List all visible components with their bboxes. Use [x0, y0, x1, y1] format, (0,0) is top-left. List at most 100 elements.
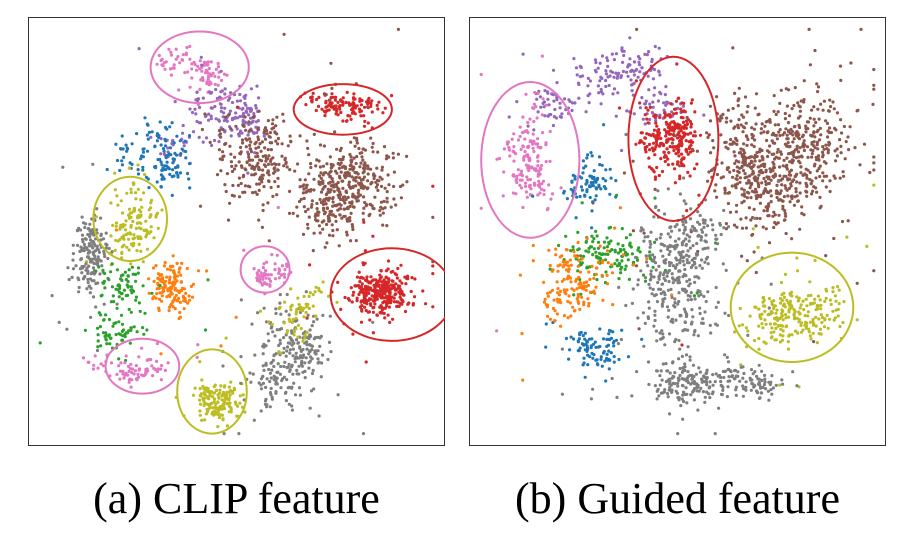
scatter-point	[654, 121, 658, 125]
scatter-point	[676, 136, 680, 140]
scatter-point	[431, 184, 435, 188]
scatter-point	[74, 264, 78, 268]
highlight-ellipse-red	[292, 83, 393, 136]
scatter-point	[279, 312, 283, 316]
scatter-point	[650, 167, 654, 171]
scatter-point	[684, 220, 688, 224]
scatter-point	[157, 53, 161, 58]
scatter-point	[708, 119, 713, 123]
scatter-point	[188, 57, 192, 61]
scatter-point	[610, 52, 614, 56]
scatter-point	[735, 165, 739, 169]
scatter-point	[726, 201, 730, 206]
scatter-point	[216, 425, 220, 429]
scatter-point	[95, 228, 99, 232]
scatter-point	[809, 337, 813, 341]
scatter-point	[798, 146, 802, 150]
scatter-point	[843, 157, 847, 161]
scatter-point	[538, 95, 542, 99]
scatter-point	[745, 259, 749, 263]
scatter-point	[763, 304, 767, 308]
scatter-point	[196, 343, 200, 347]
scatter-point	[349, 140, 353, 144]
scatter-point	[805, 145, 810, 149]
scatter-point	[507, 146, 511, 150]
scatter-point	[391, 269, 395, 274]
scatter-point	[688, 120, 692, 124]
scatter-point	[644, 254, 648, 258]
scatter-point	[302, 315, 306, 319]
scatter-point	[535, 116, 539, 120]
scatter-point	[239, 381, 243, 385]
scatter-point	[807, 27, 811, 31]
scatter-point	[698, 306, 702, 310]
scatter-point	[328, 155, 332, 159]
scatter-point	[299, 361, 304, 365]
scatter-point	[666, 157, 670, 161]
scatter-point	[374, 185, 378, 189]
scatter-point	[584, 110, 588, 114]
scatter-point	[177, 267, 181, 271]
scatter-point	[815, 82, 819, 86]
scatter-point	[298, 393, 302, 397]
scatter-point	[278, 338, 282, 342]
scatter-point	[582, 356, 586, 360]
scatter-point	[585, 180, 589, 184]
scatter-point	[673, 107, 677, 111]
scatter-point	[321, 181, 325, 185]
scatter-point	[380, 308, 384, 312]
scatter-point	[358, 193, 363, 197]
scatter-point	[598, 163, 602, 167]
scatter-point	[380, 165, 384, 169]
scatter-point	[678, 134, 682, 138]
scatter-point	[679, 143, 684, 147]
scatter-point	[373, 195, 377, 199]
scatter-point	[178, 61, 182, 65]
scatter-point	[654, 145, 658, 149]
scatter-point	[828, 179, 832, 183]
scatter-point	[319, 176, 323, 180]
scatter-point	[615, 258, 619, 262]
scatter-point	[388, 320, 392, 324]
scatter-point	[339, 98, 343, 102]
scatter-point	[586, 76, 590, 80]
scatter-point	[200, 76, 205, 80]
scatter-point	[572, 337, 576, 341]
scatter-point	[681, 223, 685, 227]
scatter-point	[680, 101, 684, 105]
scatter-point	[288, 369, 292, 373]
scatter-point	[196, 97, 201, 101]
scatter-point	[802, 79, 806, 83]
scatter-point	[743, 194, 747, 198]
scatter-point	[318, 344, 322, 348]
scatter-point	[228, 201, 232, 205]
scatter-point	[528, 140, 532, 144]
scatter-point	[78, 228, 83, 232]
scatter-point	[185, 171, 190, 176]
scatter-point	[763, 187, 767, 191]
scatter-point	[304, 356, 308, 360]
scatter-point	[367, 100, 371, 104]
scatter-point	[200, 63, 204, 67]
scatter-point	[141, 191, 146, 195]
scatter-point	[818, 138, 822, 142]
scatter-point	[148, 214, 153, 218]
scatter-point	[644, 106, 648, 110]
scatter-point	[286, 386, 290, 390]
scatter-point	[249, 106, 253, 110]
scatter-point	[613, 226, 617, 230]
scatter-point	[341, 102, 345, 106]
scatter-point	[272, 374, 276, 378]
scatter-point	[604, 84, 608, 89]
scatter-point	[816, 107, 820, 111]
scatter-point	[779, 315, 784, 319]
scatter-point	[284, 399, 288, 403]
scatter-point	[167, 278, 172, 282]
scatter-point	[213, 104, 217, 109]
scatter-point	[263, 281, 267, 285]
scatter-point	[515, 174, 519, 178]
scatter-point	[631, 82, 635, 86]
scatter-point	[396, 266, 400, 271]
scatter-point	[373, 288, 377, 292]
scatter-point	[781, 324, 785, 328]
